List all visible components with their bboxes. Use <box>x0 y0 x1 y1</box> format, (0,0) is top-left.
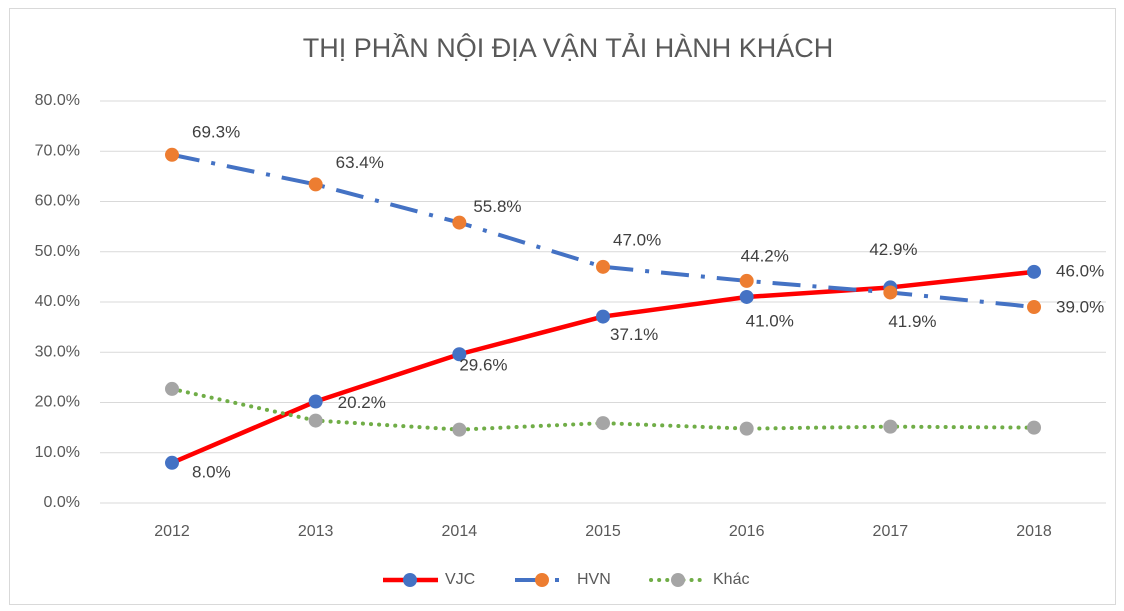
marker <box>1027 300 1042 315</box>
chart-title: THỊ PHẦN NỘI ĐỊA VẬN TẢI HÀNH KHÁCH <box>303 31 834 63</box>
legend-marker <box>671 573 685 587</box>
marker <box>452 215 467 230</box>
legend-marker <box>535 573 549 587</box>
x-tick-label: 2012 <box>154 523 190 540</box>
x-tick-label: 2015 <box>585 523 621 540</box>
data-label: 8.0% <box>192 462 231 481</box>
marker <box>308 394 323 409</box>
marker <box>596 259 611 274</box>
marker <box>596 309 611 324</box>
marker <box>739 273 754 288</box>
x-tick-label: 2013 <box>298 523 334 540</box>
marker <box>452 422 467 437</box>
data-label: 29.6% <box>459 356 507 375</box>
data-label: 47.0% <box>613 230 661 249</box>
marker <box>308 177 323 192</box>
legend-label: HVN <box>577 571 611 588</box>
data-label: 39.0% <box>1056 298 1104 317</box>
marker <box>308 413 323 428</box>
marker <box>165 455 179 470</box>
chart-frame <box>9 8 1116 605</box>
x-tick-label: 2018 <box>1016 523 1052 540</box>
marker <box>165 147 179 162</box>
marker <box>596 416 611 431</box>
marker <box>165 381 179 396</box>
y-tick-label: 30.0% <box>35 343 80 360</box>
data-label: 46.0% <box>1056 261 1104 280</box>
marker <box>739 421 754 436</box>
marker <box>883 419 898 434</box>
marker <box>452 347 467 362</box>
y-tick-label: 80.0% <box>35 92 80 109</box>
y-tick-label: 20.0% <box>35 394 80 411</box>
y-tick-label: 70.0% <box>35 142 80 159</box>
y-tick-label: 0.0% <box>44 494 80 511</box>
legend-marker <box>403 573 417 587</box>
legend-label: Khác <box>713 571 749 588</box>
data-label: 55.8% <box>473 197 521 216</box>
legend-label: VJC <box>445 571 475 588</box>
y-tick-label: 50.0% <box>35 243 80 260</box>
x-tick-label: 2014 <box>442 523 478 540</box>
data-label: 37.1% <box>610 325 658 344</box>
data-label: 41.0% <box>746 311 794 330</box>
x-tick-label: 2016 <box>729 523 765 540</box>
y-tick-label: 60.0% <box>35 193 80 210</box>
marker <box>883 285 898 300</box>
y-tick-label: 10.0% <box>35 444 80 461</box>
data-label: 42.9% <box>869 240 917 259</box>
data-label: 41.9% <box>888 312 936 331</box>
data-label: 69.3% <box>192 122 240 141</box>
marker <box>739 289 754 304</box>
marker <box>1027 420 1042 435</box>
data-label: 20.2% <box>338 393 386 412</box>
data-label: 63.4% <box>336 153 384 172</box>
x-tick-label: 2017 <box>873 523 909 540</box>
marker <box>1027 264 1042 279</box>
data-label: 44.2% <box>741 246 789 265</box>
y-tick-label: 40.0% <box>35 293 80 310</box>
